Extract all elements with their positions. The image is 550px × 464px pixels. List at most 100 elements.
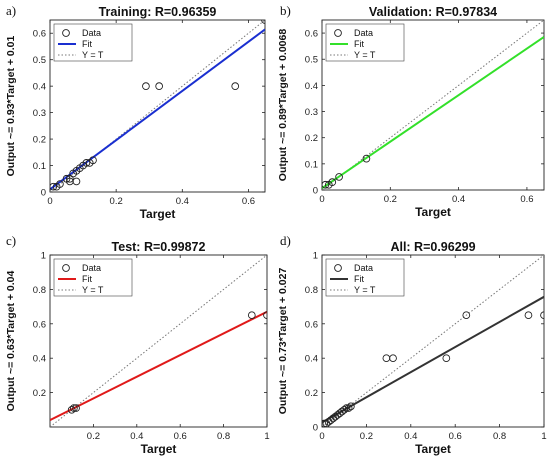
x-tick-label: 1 [541, 431, 546, 442]
data-point [50, 182, 58, 191]
legend-box [325, 23, 405, 62]
panel-letter: d) [280, 233, 291, 248]
legend-entry: Fit [354, 274, 364, 284]
y-tick-label: 0.4 [305, 354, 318, 365]
data-point [65, 177, 74, 186]
legend-entry: Data [82, 28, 101, 38]
legend-entry: Y = T [82, 285, 104, 295]
y-tick-label: 0.6 [305, 319, 318, 330]
x-tick-label: 0.6 [242, 196, 255, 207]
data-point [261, 20, 265, 24]
x-tick-label: 0.4 [176, 196, 189, 207]
data-point [322, 180, 330, 189]
x-axis-label: Target [140, 207, 176, 221]
y-tick-label: 0.2 [305, 388, 318, 399]
chart-title: All: R=0.96299 [390, 240, 475, 254]
y-tick-label: 1 [41, 251, 46, 262]
y-tick-label: 0.8 [33, 285, 46, 296]
panel-letter: c) [6, 233, 16, 248]
data-point [524, 311, 533, 320]
data-point [342, 404, 351, 412]
chart-title: Validation: R=0.97834 [369, 5, 497, 19]
chart-panel-3: c) Test: R=0.99872 Target Output ~= 0.63*Ta… [5, 233, 270, 456]
x-axis-label: Target [141, 442, 177, 456]
y-tick-label: 0.1 [305, 159, 318, 170]
fit-line [322, 36, 544, 190]
legend-entry: Fit [82, 274, 92, 284]
y-axis-label: Output ~= 0.63*Target + 0.04 [5, 270, 17, 411]
y-tick-label: 0 [313, 186, 318, 197]
y-tick-label: 0.4 [305, 81, 318, 92]
data-point [67, 405, 76, 414]
x-tick-label: 0.6 [520, 194, 533, 205]
legend-entry: Fit [354, 39, 364, 49]
x-tick-label: 0 [319, 194, 324, 205]
y-tick-label: 0 [313, 423, 318, 434]
identity-line [322, 20, 544, 190]
x-axis-label: Target [415, 442, 451, 456]
legend-data-symbol [62, 264, 70, 272]
y-tick-label: 0.6 [33, 319, 46, 330]
legend-data-symbol [334, 264, 342, 272]
legend-entry: Y = T [354, 50, 376, 60]
plot-content [50, 20, 265, 192]
data-point [340, 405, 349, 414]
y-tick-label: 0.3 [305, 107, 318, 118]
x-tick-label: 0.8 [217, 431, 230, 442]
panel-letter: a) [6, 3, 16, 18]
data-point [335, 173, 343, 181]
x-tick-label: 0.8 [493, 431, 506, 442]
data-point [72, 404, 80, 412]
chart-panel-2: b) Validation: R=0.97834 Target Output ~= 0… [277, 3, 545, 219]
data-point [362, 154, 371, 163]
data-point [247, 311, 256, 320]
data-point [322, 419, 329, 427]
legend-entry: Data [354, 263, 373, 273]
data-point [344, 404, 353, 412]
x-tick-label: 0 [319, 431, 324, 442]
legend-entry: Y = T [354, 285, 376, 295]
y-tick-label: 0.4 [33, 82, 46, 93]
y-axis-label: Output ~= 0.93*Target + 0.01 [5, 35, 17, 176]
x-tick-label: 0.2 [87, 431, 100, 442]
legend-entry: Data [354, 28, 373, 38]
data-point [82, 159, 91, 167]
y-tick-label: 0.1 [33, 161, 46, 172]
legend-data-symbol [334, 29, 342, 37]
legend-entry: Data [82, 263, 101, 273]
chart-title: Training: R=0.96359 [99, 5, 217, 19]
legend-box [53, 23, 133, 62]
data-point [231, 82, 240, 91]
identity-line [50, 255, 267, 427]
y-tick-label: 0.2 [33, 135, 46, 146]
legend-entry: Fit [82, 39, 92, 49]
data-point [328, 178, 337, 187]
x-axis-label: Target [415, 205, 451, 219]
chart-panel-4: d) All: R=0.96299 Target Output ~= 0.73*Tar… [277, 233, 547, 456]
legend-box [53, 258, 133, 297]
data-point [263, 311, 267, 320]
data-point [540, 311, 544, 320]
x-tick-label: 0.4 [404, 431, 417, 442]
fit-line [50, 310, 267, 422]
y-axis-label: Output ~= 0.73*Target + 0.027 [277, 268, 289, 415]
y-tick-label: 0.2 [33, 388, 46, 399]
plot-content [322, 20, 544, 190]
x-tick-label: 0.6 [174, 431, 187, 442]
y-tick-label: 0.2 [305, 133, 318, 144]
y-tick-label: 0.4 [33, 354, 46, 365]
plot-content [322, 255, 544, 427]
chart-panel-1: a) Training: R=0.96359 Target Output ~= 0.9… [5, 3, 266, 221]
data-point [389, 354, 397, 363]
y-tick-label: 0 [41, 188, 46, 199]
x-tick-label: 0 [47, 196, 52, 207]
data-point [56, 180, 64, 188]
x-tick-label: 0.4 [130, 431, 143, 442]
legend-data-symbol [62, 29, 70, 37]
x-tick-label: 0.2 [384, 194, 397, 205]
y-tick-label: 0.6 [305, 29, 318, 40]
y-tick-label: 0.3 [33, 108, 46, 119]
x-tick-label: 0.4 [452, 194, 465, 205]
legend-entry: Y = T [82, 50, 104, 60]
